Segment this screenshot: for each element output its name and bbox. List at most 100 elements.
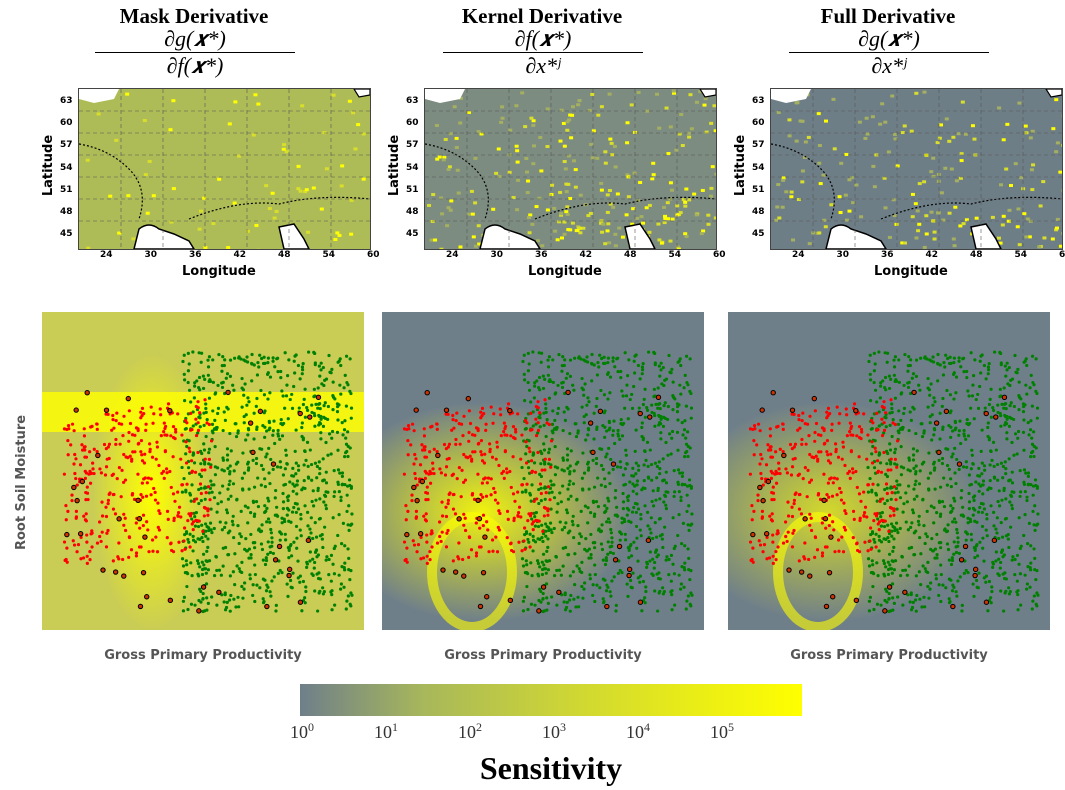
formula-mask-numerator: ∂g(𝒙*) (164, 26, 226, 51)
map-panel-mask (78, 88, 371, 250)
formula-full-denominator: ∂x*ʲ (789, 52, 989, 79)
caspian-sea (624, 223, 656, 249)
scatter-panel-mask (42, 312, 364, 630)
map-xtick: 54 (668, 250, 682, 260)
map-xtick: 24 (100, 250, 113, 260)
formula-full: ∂g(𝒙*) ∂x*ʲ (789, 26, 989, 79)
sensitivity-glow (92, 352, 212, 630)
colorbar-tick: 101 (374, 720, 398, 743)
map-ytick: 54 (60, 162, 73, 173)
formula-mask-denominator: ∂f(𝒙*) (95, 52, 295, 79)
scatter-xlabel-kernel: Gross Primary Productivity (444, 648, 642, 663)
map-ylabel-mask: Latitude (41, 134, 57, 197)
sea-north (79, 89, 119, 103)
map-xtick: 48 (970, 250, 983, 260)
colorbar-tick: 102 (458, 720, 482, 743)
borders (79, 143, 370, 220)
colorbar-tick-base: 10 (710, 722, 728, 742)
map-ytick: 45 (752, 229, 765, 240)
scatter-xlabel-mask: Gross Primary Productivity (104, 648, 302, 663)
map-ylabel-full: Latitude (733, 134, 749, 197)
map-ytick: 48 (752, 207, 765, 217)
arctic-coast (1045, 89, 1062, 98)
map-ytick: 54 (752, 162, 765, 173)
formula-kernel-numerator: ∂f(𝒙*) (514, 26, 572, 51)
map-ytick: 54 (406, 162, 419, 173)
sensitivity-ring (773, 512, 863, 630)
scatter-panel-full (728, 312, 1050, 630)
map-ytick: 51 (752, 184, 765, 195)
map-ytick: 51 (406, 184, 419, 195)
sea-north (771, 89, 811, 103)
map-ylabel-kernel: Latitude (387, 134, 403, 197)
panel-title-full: Full Derivative (820, 4, 956, 28)
map-xlabel-full: Longitude (874, 264, 948, 279)
map-xtick: 42 (579, 250, 593, 260)
colorbar-tick-base: 10 (374, 722, 392, 742)
map-ytick: 48 (406, 207, 419, 217)
map-xtick: 30 (836, 250, 850, 260)
colorbar-tick-exp: 1 (392, 720, 398, 734)
map-xtick: 30 (490, 250, 504, 260)
map-panel-kernel (424, 88, 717, 250)
map-ytick: 63 (60, 96, 73, 106)
arctic-coast (699, 89, 716, 98)
colorbar-tick-exp: 5 (728, 720, 734, 734)
map-xtick: 54 (322, 250, 336, 260)
map-xtick: 60 (1059, 250, 1065, 260)
map-ytick: 57 (406, 140, 419, 151)
scatter-ylabel: Root Soil Moisture (14, 414, 30, 551)
sea-north (425, 89, 465, 103)
map-xtick: 54 (1014, 250, 1028, 260)
map-xlabel-kernel: Longitude (528, 264, 602, 279)
formula-full-numerator: ∂g(𝒙*) (858, 26, 920, 51)
map-xtick: 30 (144, 250, 158, 260)
scatter-panel-kernel (382, 312, 704, 630)
black-sea (825, 224, 887, 249)
colorbar-tick: 103 (542, 720, 566, 743)
borders (425, 143, 716, 220)
map-xtick: 36 (189, 250, 202, 260)
map-ytick: 45 (406, 229, 419, 240)
map-xtick: 24 (792, 250, 805, 260)
map-ytick: 60 (60, 118, 73, 129)
map-xlabel-mask: Longitude (182, 264, 256, 279)
colorbar-tick-base: 10 (626, 722, 644, 742)
map-xtick: 42 (233, 250, 247, 260)
map-ytick: 45 (60, 229, 73, 240)
black-sea (133, 224, 195, 249)
map-xtick: 36 (535, 250, 548, 260)
scatter-xlabel-full: Gross Primary Productivity (790, 648, 988, 663)
map-ytick: 48 (60, 207, 73, 217)
map-ytick: 57 (60, 140, 73, 151)
colorbar-tick: 100 (290, 720, 314, 743)
panel-title-kernel: Kernel Derivative (461, 4, 623, 28)
colorbar-tick: 104 (626, 720, 650, 743)
formula-kernel: ∂f(𝒙*) ∂x*ʲ (443, 26, 643, 79)
map-ytick: 60 (406, 118, 419, 129)
colorbar-tick-exp: 3 (560, 720, 566, 734)
map-xtick: 60 (713, 250, 726, 260)
map-xtick: 48 (624, 250, 637, 260)
colorbar-title: Sensitivity (479, 750, 623, 786)
sensitivity-ring (427, 512, 517, 630)
colorbar-tick-base: 10 (542, 722, 560, 742)
map-ytick: 60 (752, 118, 765, 129)
map-xtick: 60 (367, 250, 380, 260)
map-background (771, 89, 1062, 249)
map-xtick: 24 (446, 250, 459, 260)
caspian-sea (278, 223, 310, 249)
borders (771, 143, 1062, 220)
map-ytick: 63 (752, 96, 765, 106)
colorbar (300, 684, 802, 716)
black-sea (479, 224, 541, 249)
colorbar-tick: 105 (710, 720, 734, 743)
map-background (79, 89, 370, 249)
map-xtick: 42 (925, 250, 939, 260)
map-ytick: 57 (752, 140, 765, 151)
formula-kernel-denominator: ∂x*ʲ (443, 52, 643, 79)
colorbar-tick-exp: 2 (476, 720, 482, 734)
panel-title-mask: Mask Derivative (119, 4, 269, 28)
colorbar-tick-exp: 4 (644, 720, 650, 734)
map-xtick: 48 (278, 250, 291, 260)
